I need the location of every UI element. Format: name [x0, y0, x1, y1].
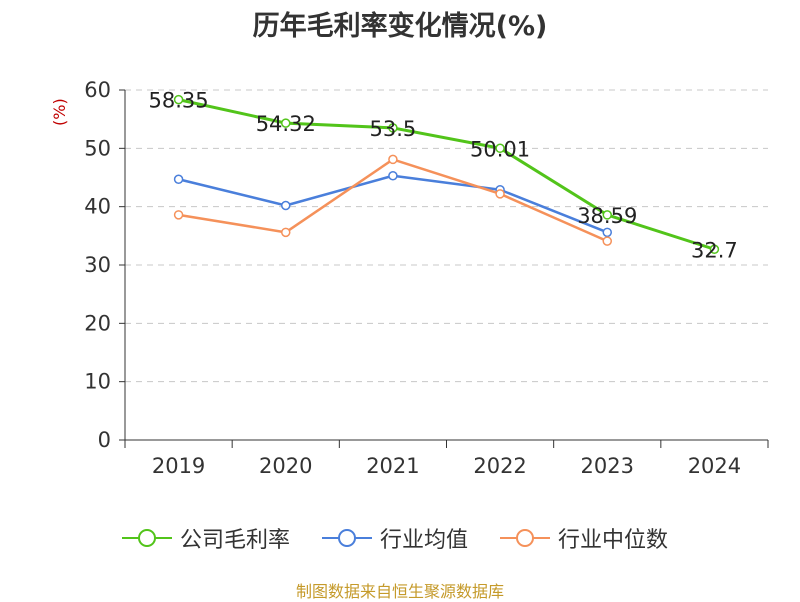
y-tick-label-60: 60	[84, 78, 111, 102]
legend-marker-company	[122, 529, 172, 547]
data-point-s1-2020	[281, 200, 291, 211]
data-label-2024: 32.7	[691, 238, 738, 262]
data-point-s2-2020	[281, 227, 291, 238]
x-tick-label-2021: 2021	[366, 454, 419, 478]
chart-title: 历年毛利率变化情况(%)	[252, 11, 548, 42]
data-label-2020: 54.32	[256, 112, 316, 136]
data-point-s2-2022	[495, 189, 505, 199]
data-source: 制图数据来自恒生聚源数据库	[295, 582, 504, 601]
data-point-s0-2024	[709, 244, 720, 254]
y-tick-label-0: 0	[98, 428, 111, 452]
legend-item-industry-mean[interactable]: 行业均值	[322, 520, 468, 556]
data-point-s0-2022	[495, 143, 505, 154]
data-label-2023: 38.59	[577, 204, 637, 228]
data-point-s0-2023	[602, 210, 612, 220]
data-point-s0-2021	[388, 123, 398, 133]
y-tick-label-30: 30	[84, 253, 111, 277]
data-point-s0-2019	[173, 94, 184, 105]
x-tick-label-2019: 2019	[152, 454, 205, 478]
x-tick-label-2020: 2020	[259, 454, 312, 478]
series-line-0	[178, 98, 715, 251]
data-label-2021: 53.5	[370, 117, 417, 141]
data-point-s1-2023	[602, 227, 612, 238]
series-line-1	[178, 174, 608, 234]
legend: 公司毛利率 行业均值 行业中位数	[0, 520, 800, 556]
legend-label-company: 公司毛利率	[180, 528, 291, 553]
legend-item-industry-median[interactable]: 行业中位数	[500, 520, 668, 556]
data-point-s1-2021	[388, 171, 398, 181]
legend-label-industry-mean: 行业均值	[380, 528, 469, 553]
x-tick-label-2023: 2023	[581, 454, 634, 478]
legend-marker-industry-median	[500, 529, 550, 547]
data-point-s2-2023	[602, 236, 612, 246]
y-tick-label-40: 40	[84, 195, 111, 219]
data-point-s2-2019	[173, 210, 184, 220]
y-tick-label-50: 50	[84, 136, 111, 160]
legend-item-company[interactable]: 公司毛利率	[122, 520, 290, 556]
data-point-s2-2021	[388, 154, 398, 165]
legend-marker-industry-mean	[322, 529, 372, 547]
legend-label-industry-median: 行业中位数	[558, 528, 669, 553]
y-tick-label-20: 20	[84, 311, 111, 335]
x-tick-label-2024: 2024	[688, 454, 741, 478]
data-label-2019: 58.35	[149, 89, 209, 113]
data-point-s1-2019	[173, 174, 184, 184]
data-point-s0-2020	[281, 118, 291, 128]
data-label-2022: 50.01	[470, 137, 530, 161]
y-tick-label-10: 10	[84, 370, 111, 394]
x-tick-label-2022: 2022	[473, 454, 526, 478]
